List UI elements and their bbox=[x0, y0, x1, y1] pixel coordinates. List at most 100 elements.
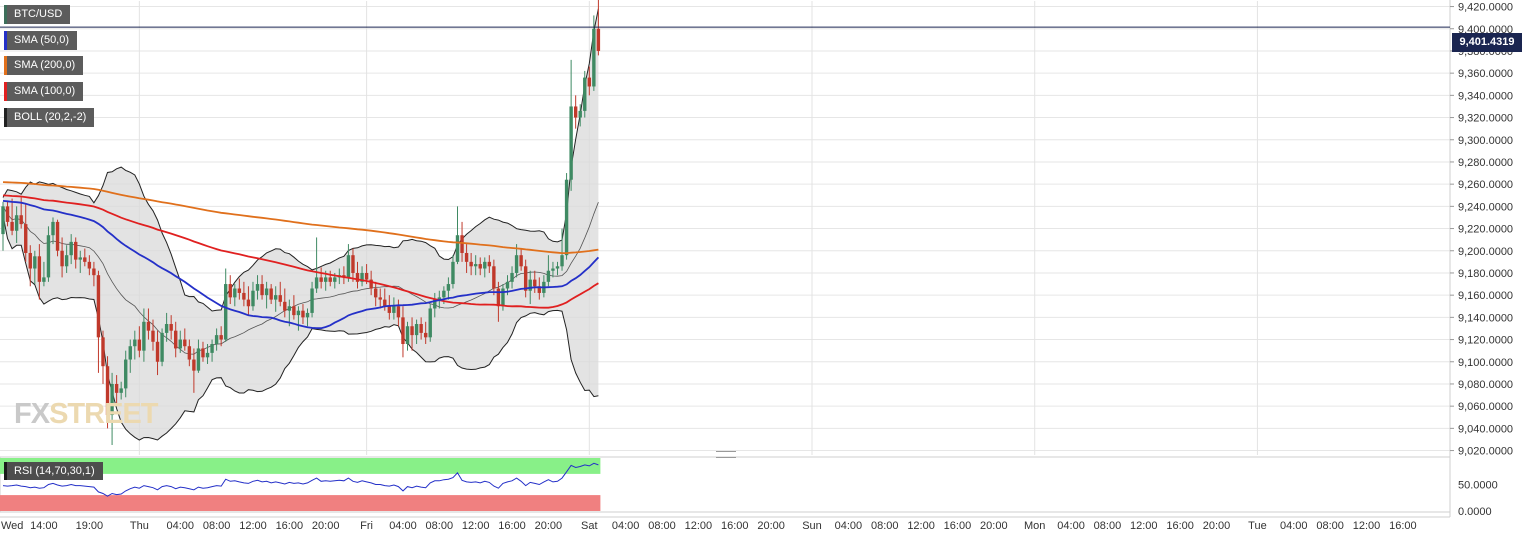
legend-sma50[interactable]: SMA (50,0) bbox=[4, 31, 78, 50]
candle bbox=[369, 270, 373, 296]
legend-symbol[interactable]: BTC/USD bbox=[4, 5, 71, 24]
candle bbox=[133, 330, 137, 360]
price-axis[interactable]: 9,420.00009,400.00009,380.00009,360.0000… bbox=[1450, 2, 1513, 458]
candle-body bbox=[124, 359, 128, 389]
candle-body bbox=[219, 335, 223, 340]
candle-body bbox=[105, 366, 110, 416]
legend-rsi[interactable]: RSI (14,70,30,1) bbox=[4, 462, 103, 480]
candle bbox=[310, 281, 314, 318]
candle bbox=[360, 266, 364, 287]
candle bbox=[46, 226, 51, 282]
candle bbox=[319, 267, 323, 289]
candle-body bbox=[305, 312, 310, 318]
candle-body bbox=[101, 337, 105, 367]
rsi-label-text: RSI (14,70,30,1) bbox=[14, 465, 95, 477]
candle-body bbox=[369, 279, 373, 289]
candle bbox=[492, 259, 496, 296]
candle-body bbox=[419, 324, 423, 333]
candle-body bbox=[555, 266, 560, 269]
candle-body bbox=[423, 332, 428, 338]
candle-body bbox=[246, 299, 251, 307]
candle-body bbox=[569, 106, 573, 180]
y-tick-label: 9,020.0000 bbox=[1458, 446, 1513, 458]
candle bbox=[578, 104, 582, 127]
candle bbox=[396, 299, 401, 327]
candle-body bbox=[74, 241, 78, 260]
candle-body bbox=[414, 324, 419, 336]
bollinger-upper bbox=[2, 8, 599, 312]
candle bbox=[10, 198, 14, 236]
candle-body bbox=[214, 335, 219, 344]
candle bbox=[355, 261, 360, 289]
bollinger-middle bbox=[2, 202, 599, 355]
candle bbox=[455, 206, 460, 265]
y-tick-label: 9,300.0000 bbox=[1458, 135, 1513, 147]
candles bbox=[1, 0, 601, 446]
rsi-tick-label: 0.0000 bbox=[1458, 506, 1492, 518]
candle-body bbox=[269, 288, 273, 300]
candle-body bbox=[5, 206, 10, 222]
x-tick-label: 12:00 bbox=[907, 520, 935, 532]
candle bbox=[387, 295, 392, 320]
y-tick-label: 9,340.0000 bbox=[1458, 90, 1513, 102]
candle-body bbox=[583, 77, 587, 111]
time-axis[interactable]: Wed 14:00 19:00 Thu 04:00 08:00 12:00 16:00 20:0… bbox=[0, 516, 1450, 532]
candle bbox=[473, 255, 478, 276]
grid bbox=[0, 0, 1451, 517]
candle-body bbox=[596, 28, 601, 51]
candle bbox=[69, 234, 73, 265]
candle bbox=[328, 270, 332, 287]
candle bbox=[196, 339, 201, 373]
rsi-oversold-zone bbox=[0, 495, 601, 511]
y-tick-label: 9,400.0000 bbox=[1458, 24, 1513, 36]
x-tick-label: 08:00 bbox=[203, 520, 231, 532]
candle-body bbox=[233, 288, 237, 298]
candle-body bbox=[405, 326, 410, 344]
x-tick-label: 04:00 bbox=[1280, 520, 1308, 532]
candle-body bbox=[314, 277, 319, 289]
x-tick-label: 08:00 bbox=[871, 520, 899, 532]
candle-body bbox=[360, 272, 364, 282]
candle-body bbox=[46, 235, 51, 278]
candle-body bbox=[301, 310, 305, 318]
candle bbox=[514, 244, 519, 278]
candle bbox=[592, 15, 596, 91]
x-tick-label: 20:00 bbox=[980, 520, 1008, 532]
candle-body bbox=[224, 284, 228, 340]
candle-body bbox=[42, 277, 46, 282]
candle-body bbox=[323, 277, 328, 282]
candle bbox=[201, 341, 205, 362]
candle bbox=[142, 308, 146, 362]
candle-body bbox=[455, 235, 460, 262]
candle bbox=[151, 319, 155, 351]
candle bbox=[573, 95, 578, 129]
x-tick-label: 04:00 bbox=[1057, 520, 1085, 532]
candle-body bbox=[346, 255, 351, 278]
x-tick-label: 20:00 bbox=[535, 520, 563, 532]
candle-body bbox=[464, 252, 469, 262]
x-tick-label: 04:00 bbox=[612, 520, 640, 532]
x-tick-label: Sun bbox=[802, 520, 822, 532]
candle-body bbox=[287, 306, 292, 311]
last-price-tag: 9,401.4319 bbox=[1452, 33, 1522, 52]
candle bbox=[83, 248, 87, 267]
x-tick-label: 12:00 bbox=[462, 520, 490, 532]
candle bbox=[560, 228, 564, 271]
legend-sma200[interactable]: SMA (200,0) bbox=[4, 56, 84, 75]
legend-sma100[interactable]: SMA (100,0) bbox=[4, 82, 84, 101]
candle bbox=[278, 281, 282, 307]
candle-body bbox=[383, 299, 387, 307]
y-tick-label: 9,420.0000 bbox=[1458, 2, 1513, 14]
legend-boll[interactable]: BOLL (20,2,-2) bbox=[4, 108, 95, 127]
candle-body bbox=[160, 332, 164, 362]
candle-body bbox=[428, 308, 432, 338]
candle-body bbox=[587, 77, 592, 87]
candle bbox=[596, 0, 601, 56]
panel-splitter-handle[interactable] bbox=[716, 451, 736, 458]
candle-body bbox=[478, 264, 482, 269]
candle bbox=[405, 321, 410, 351]
boll-swatch bbox=[4, 108, 7, 127]
candle bbox=[92, 261, 96, 287]
candle-body bbox=[51, 221, 55, 236]
